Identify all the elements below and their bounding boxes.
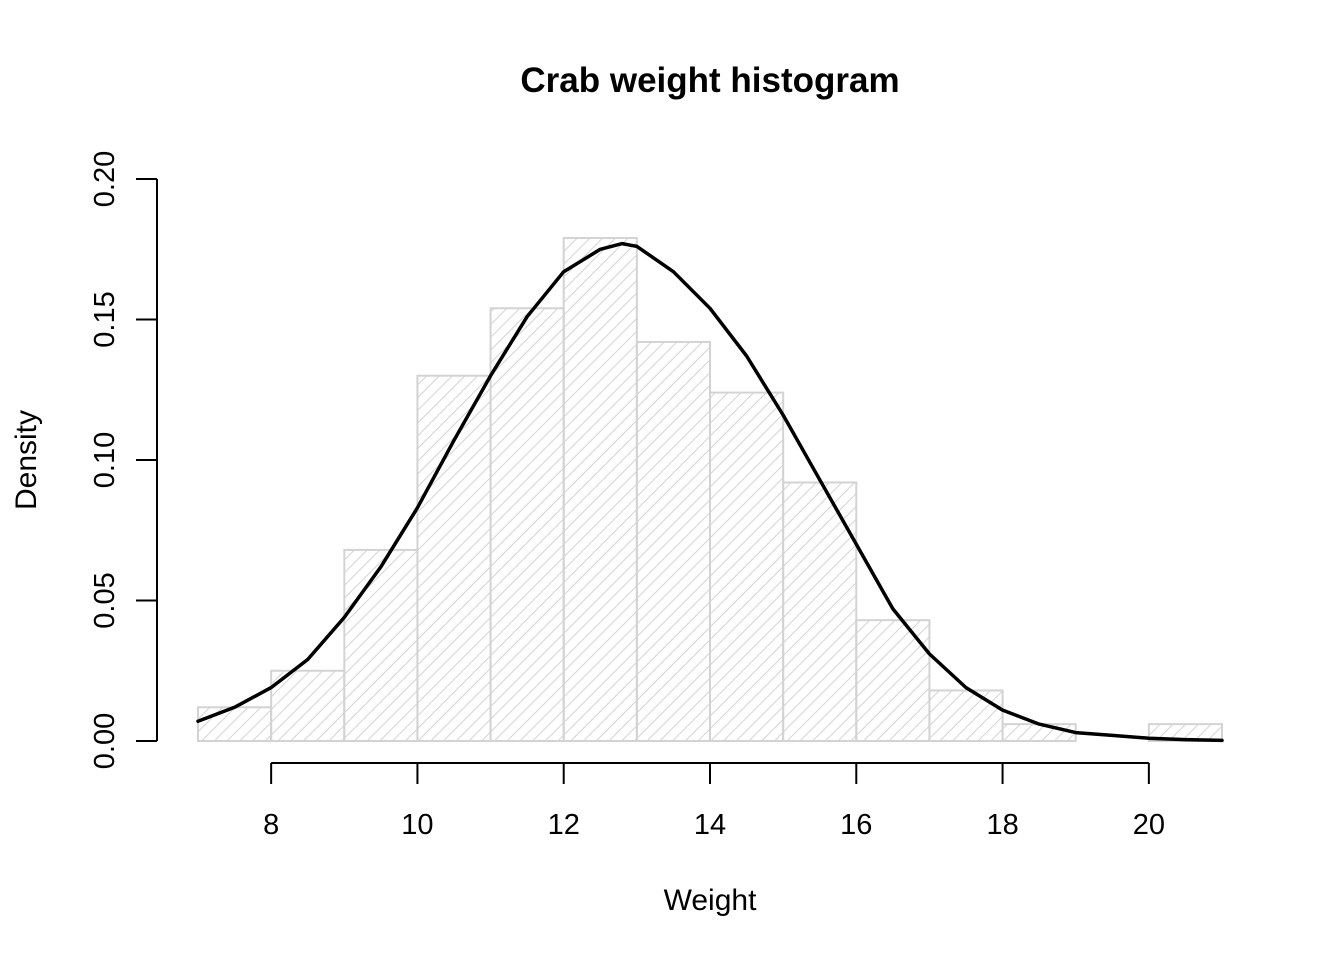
x-tick-label: 14 bbox=[694, 809, 726, 841]
x-tick-label: 10 bbox=[401, 809, 433, 841]
histogram-bar bbox=[270, 669, 346, 742]
histogram-bar bbox=[343, 548, 419, 742]
x-tick-label: 16 bbox=[840, 809, 872, 841]
y-tick-label: 0.15 bbox=[89, 291, 121, 347]
histogram-bar bbox=[562, 237, 638, 742]
histogram-bar bbox=[1001, 723, 1077, 743]
x-tick-label: 20 bbox=[1133, 809, 1165, 841]
x-axis-label: Weight bbox=[664, 884, 757, 917]
x-tick-label: 18 bbox=[986, 809, 1018, 841]
y-axis-label: Density bbox=[10, 410, 43, 510]
histogram-bar bbox=[416, 374, 492, 742]
density-curve bbox=[196, 241, 1224, 743]
y-tick-label: 0.10 bbox=[89, 432, 121, 488]
density-curve-group bbox=[196, 241, 1224, 743]
histogram-bar bbox=[489, 307, 565, 742]
y-tick-label: 0.20 bbox=[89, 151, 121, 207]
x-axis: 8 10 12 14 16 18 20 bbox=[263, 762, 1165, 841]
y-axis: 0.00 0.05 0.10 0.15 0.20 bbox=[89, 151, 158, 769]
histogram-bar bbox=[782, 481, 858, 742]
y-tick-label: 0.00 bbox=[89, 713, 121, 769]
histogram-bar bbox=[635, 340, 711, 742]
y-tick-label: 0.05 bbox=[89, 572, 121, 628]
histogram-bar bbox=[709, 391, 785, 742]
histogram-bar bbox=[928, 689, 1004, 742]
x-tick-label: 8 bbox=[263, 809, 279, 841]
histogram-bar bbox=[197, 706, 273, 743]
histogram-bars bbox=[197, 237, 1224, 743]
chart-title: Crab weight histogram bbox=[520, 61, 899, 100]
x-tick-label: 12 bbox=[548, 809, 580, 841]
